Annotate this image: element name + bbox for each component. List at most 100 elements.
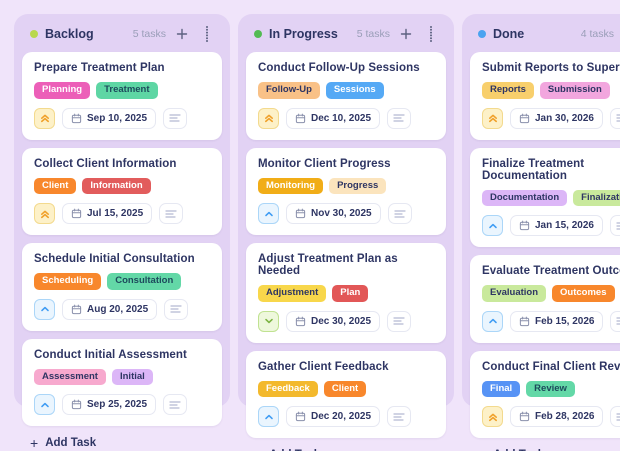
- priority-medium-icon: [482, 310, 503, 332]
- due-date-text: Dec 30, 2025: [311, 315, 372, 327]
- column-task-count: 4 tasks: [580, 28, 614, 40]
- add-card-plus-icon[interactable]: [397, 25, 415, 43]
- due-date-text: Sep 25, 2025: [87, 399, 148, 410]
- description-icon: [387, 310, 412, 332]
- priority-medium-icon: [258, 406, 279, 427]
- tag-monitoring: Monitoring: [258, 177, 324, 194]
- task-card[interactable]: Gather Client Feedback Feedback Client De…: [246, 350, 446, 438]
- tag-sessions: Sessions: [325, 82, 384, 99]
- tag-progress: Progress: [329, 177, 387, 194]
- description-icon: [387, 406, 412, 427]
- tag-treatment: Treatment: [96, 82, 158, 99]
- task-card[interactable]: Evaluate Treatment Outcomes Evaluation Ou…: [470, 255, 620, 343]
- add-task-button[interactable]: + Add Task: [246, 438, 446, 451]
- due-date-pill: Dec 20, 2025: [286, 406, 381, 427]
- tag-list: Client Information: [34, 177, 210, 194]
- tag-list: Assessment Initial: [34, 368, 210, 385]
- card-title: Conduct Initial Assessment: [34, 348, 187, 361]
- card-meta-row: Jan 30, 2026: [482, 107, 620, 129]
- card-list: Submit Reports to Supervisors Reports Sub…: [470, 52, 620, 438]
- tag-list: Final Review: [482, 380, 620, 397]
- calendar-icon: [71, 304, 82, 314]
- tag-documentation: Documentation: [482, 189, 568, 206]
- calendar-icon: [519, 411, 530, 422]
- task-card[interactable]: Adjust Treatment Plan as Needed Adjustme…: [246, 243, 446, 343]
- column-menu-kebab-icon[interactable]: [422, 25, 440, 43]
- task-card[interactable]: Finalize Treatment Documentation Documen…: [470, 147, 620, 247]
- tag-finalization: Finalization: [573, 189, 620, 206]
- tag-list: Scheduling Consultation: [34, 273, 210, 290]
- tag-information: Information: [82, 177, 151, 194]
- card-meta-row: Jul 15, 2025: [34, 203, 210, 224]
- tag-scheduling: Scheduling: [34, 273, 102, 290]
- tag-reports: Reports: [482, 82, 534, 99]
- tag-adjustment: Adjustment: [258, 285, 327, 302]
- tag-plan: Plan: [332, 285, 369, 302]
- task-card[interactable]: Submit Reports to Supervisors Reports Sub…: [470, 52, 620, 140]
- calendar-icon: [519, 220, 530, 231]
- task-card[interactable]: Monitor Client Progress Monitoring Progre…: [246, 147, 446, 235]
- card-meta-row: Feb 15, 2026: [482, 310, 620, 332]
- add-task-button[interactable]: + Add Task: [22, 426, 222, 451]
- tag-list: Reports Submission: [482, 82, 620, 99]
- task-card[interactable]: Schedule Initial Consultation Scheduling…: [22, 243, 222, 331]
- priority-low-icon: [258, 310, 279, 332]
- column-header: Backlog 5 tasks: [22, 14, 222, 52]
- column-menu-kebab-icon[interactable]: [198, 25, 216, 43]
- column-task-count: 5 tasks: [132, 28, 166, 40]
- column-status-dot: [30, 30, 38, 38]
- card-meta-row: Nov 30, 2025: [258, 203, 434, 224]
- tag-list: Monitoring Progress: [258, 177, 434, 194]
- calendar-icon: [71, 399, 82, 410]
- calendar-icon: [295, 316, 306, 326]
- description-icon: [159, 203, 184, 224]
- add-task-button[interactable]: + Add Task: [470, 438, 620, 451]
- due-date-text: Feb 28, 2026: [535, 411, 595, 422]
- due-date-text: Jan 15, 2026: [535, 220, 594, 231]
- description-icon: [609, 107, 620, 129]
- column-status-dot: [478, 30, 486, 38]
- priority-high-icon: [34, 107, 55, 129]
- calendar-icon: [295, 411, 306, 422]
- card-meta-row: Dec 20, 2025: [258, 406, 434, 427]
- calendar-icon: [519, 316, 530, 326]
- card-meta-row: Sep 25, 2025: [34, 394, 210, 415]
- tag-client: Client: [323, 380, 367, 397]
- priority-high-icon: [34, 203, 55, 224]
- tag-review: Review: [526, 380, 575, 397]
- add-task-plus-icon: +: [478, 448, 486, 451]
- description-icon: [610, 310, 620, 332]
- card-list: Prepare Treatment Plan Planning Treatment…: [22, 52, 222, 426]
- tag-list: Documentation Finalization: [482, 189, 620, 206]
- due-date-pill: Dec 10, 2025: [286, 107, 381, 129]
- add-card-plus-icon[interactable]: [173, 25, 191, 43]
- task-card[interactable]: Conduct Initial Assessment Assessment Ini…: [22, 338, 222, 426]
- kanban-column: In Progress 5 tasks Conduct Follow-Up Se…: [238, 14, 454, 451]
- due-date-pill: Sep 10, 2025: [62, 107, 157, 129]
- priority-high-icon: [258, 107, 279, 129]
- due-date-text: Jan 30, 2026: [535, 112, 594, 124]
- task-card[interactable]: Collect Client Information Client Informa…: [22, 147, 222, 235]
- due-date-text: Jul 15, 2025: [87, 208, 144, 219]
- add-task-plus-icon: +: [254, 448, 262, 451]
- card-title: Conduct Follow-Up Sessions: [258, 62, 420, 74]
- task-card[interactable]: Conduct Final Client Review FinalReview …: [470, 350, 620, 438]
- card-meta-row: Aug 20, 2025: [34, 298, 210, 320]
- due-date-pill: Sep 25, 2025: [62, 394, 157, 415]
- task-card[interactable]: Conduct Follow-Up Sessions Follow-Up Sess…: [246, 52, 446, 140]
- card-meta-row: Dec 10, 2025: [258, 107, 434, 129]
- description-icon: [163, 394, 188, 415]
- card-title: Finalize Treatment Documentation: [482, 157, 585, 182]
- tag-list: Planning Treatment: [34, 82, 210, 99]
- tag-follow-up: Follow-Up: [258, 82, 320, 99]
- calendar-icon: [519, 113, 530, 123]
- kanban-column: Backlog 5 tasks Prepare Treatment Plan P…: [14, 14, 230, 450]
- card-list: Conduct Follow-Up Sessions Follow-Up Sess…: [246, 52, 446, 438]
- due-date-pill: Dec 30, 2025: [286, 310, 381, 332]
- card-title: Gather Client Feedback: [258, 360, 389, 373]
- due-date-text: Dec 10, 2025: [311, 112, 372, 124]
- task-card[interactable]: Prepare Treatment Plan Planning Treatment…: [22, 52, 222, 140]
- due-date-pill: Jan 15, 2026: [510, 215, 603, 236]
- tag-client: Client: [34, 177, 77, 194]
